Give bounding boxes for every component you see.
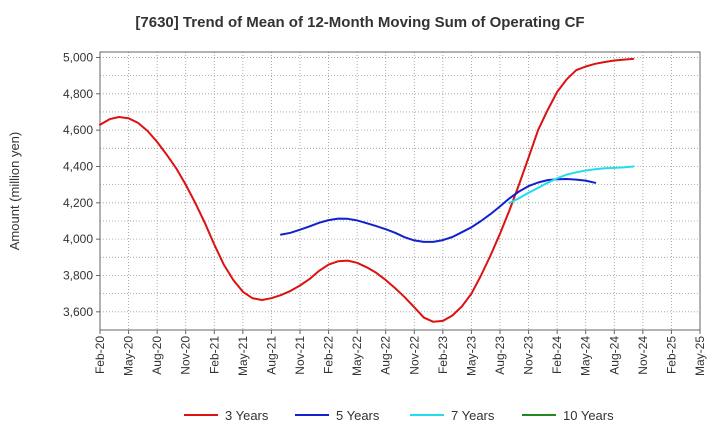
- y-tick-label: 5,000: [63, 50, 93, 64]
- x-tick-label: Nov-22: [407, 336, 421, 375]
- chart-title: [7630] Trend of Mean of 12-Month Moving …: [135, 14, 584, 31]
- x-tick-label: Aug-22: [379, 336, 393, 375]
- x-tick-label: Feb-25: [664, 336, 678, 374]
- y-tick-label: 4,200: [63, 196, 93, 210]
- plot-frame: [99, 51, 701, 331]
- x-tick-label: Nov-24: [636, 336, 650, 375]
- x-tick-label: May-21: [236, 336, 250, 376]
- series-line-3-years: [99, 57, 635, 323]
- legend-label: 5 Years: [336, 408, 380, 423]
- y-tick-label: 4,600: [63, 123, 93, 137]
- x-tick-label: Feb-20: [93, 336, 107, 374]
- y-axis-label: Amount (million yen): [7, 132, 22, 251]
- x-tick-label: Feb-24: [550, 336, 564, 374]
- series-group: [99, 57, 635, 323]
- series-line-7-years: [508, 165, 635, 204]
- x-tick-label: May-22: [350, 336, 364, 376]
- y-tick-label: 4,000: [63, 232, 93, 246]
- x-tick-label: Aug-21: [264, 336, 278, 375]
- legend-label: 7 Years: [451, 408, 495, 423]
- y-tick-label: 4,800: [63, 87, 93, 101]
- grid: [100, 52, 700, 330]
- x-tick-label: Aug-23: [493, 336, 507, 375]
- series-line-5-years: [280, 178, 597, 243]
- x-tick-label: May-23: [464, 336, 478, 376]
- x-tick-label: Nov-20: [179, 336, 193, 375]
- x-tick-label: May-20: [122, 336, 136, 376]
- x-tick-label: Nov-23: [522, 336, 536, 375]
- x-tick-label: Aug-24: [607, 336, 621, 375]
- x-tick-label: May-24: [579, 336, 593, 376]
- x-tick-labels: Feb-20 May-20 Aug-20 Nov-20 Feb-21 May-21 Aug-…: [93, 330, 707, 376]
- x-tick-label: Feb-22: [322, 336, 336, 374]
- y-tick-label: 3,800: [63, 268, 93, 282]
- x-tick-label: May-25: [693, 336, 707, 376]
- x-tick-label: Nov-21: [293, 336, 307, 375]
- legend: 3 Years 5 Years 7 Years 10 Years: [184, 408, 614, 423]
- x-tick-label: Aug-20: [150, 336, 164, 375]
- x-tick-label: Feb-21: [207, 336, 221, 374]
- legend-label: 3 Years: [225, 408, 269, 423]
- y-tick-label: 3,600: [63, 305, 93, 319]
- y-tick-labels: 3,600 3,800 4,000 4,200 4,400 4,600 4,800 5,000: [63, 50, 100, 319]
- y-tick-label: 4,400: [63, 159, 93, 173]
- x-tick-label: Feb-23: [436, 336, 450, 374]
- legend-label: 10 Years: [563, 408, 614, 423]
